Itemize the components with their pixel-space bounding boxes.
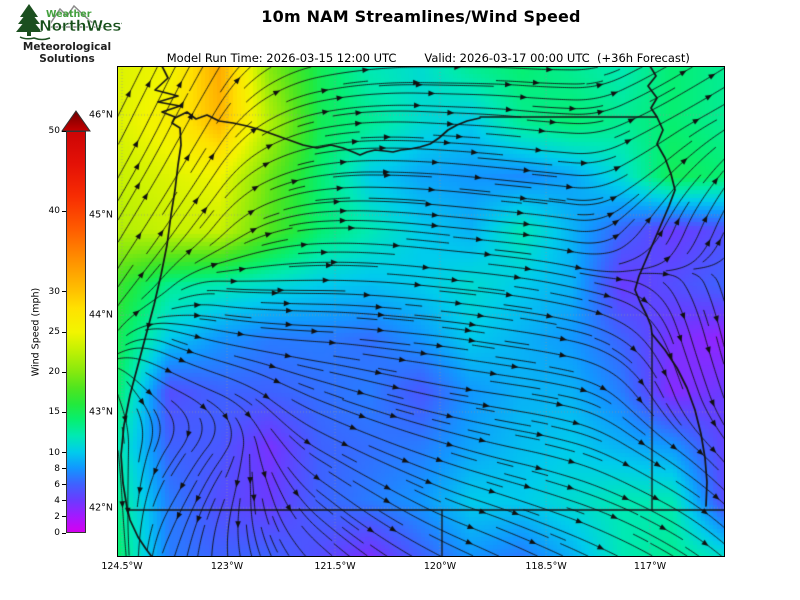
- subtitle: Model Run Time: 2026-03-15 12:00 UTC Vali…: [117, 37, 725, 79]
- model-run-time: Model Run Time: 2026-03-15 12:00 UTC: [166, 51, 397, 65]
- colorbar-tick-label: 50: [48, 126, 60, 136]
- lat-tick-label: 46°N: [89, 109, 113, 121]
- lat-tick-label: 43°N: [89, 406, 113, 418]
- colorbar-tick-label: 20: [48, 367, 60, 378]
- lon-tick-label: 117°W: [633, 561, 667, 572]
- colorbar-label: Wind Speed (mph): [30, 287, 42, 377]
- logo-weather-text: Weather: [46, 9, 92, 20]
- colorbar-tick-mark: [62, 291, 66, 293]
- lon-tick-label: 124.5°W: [101, 561, 143, 572]
- colorbar-tick-mark: [62, 371, 66, 373]
- logo-northwest-text: NorthWest: [39, 17, 122, 35]
- lon-tick-label: 123°W: [210, 561, 244, 572]
- colorbar-tick-label: 40: [48, 206, 60, 217]
- colorbar-tick-mark: [62, 516, 66, 518]
- colorbar-tick-label: 30: [48, 286, 60, 297]
- lon-tick-label: 121.5°W: [314, 561, 356, 572]
- colorbar-tick-mark: [62, 532, 66, 534]
- colorbar-tick-label: 8: [54, 463, 60, 474]
- colorbar-tick-label: 0: [54, 528, 60, 538]
- page-title: 10m NAM Streamlines/Wind Speed: [261, 7, 581, 26]
- colorbar-tick-mark: [62, 484, 66, 486]
- colorbar-tick-mark: [62, 500, 66, 502]
- colorbar-tick-mark: [62, 468, 66, 470]
- lon-tick-label: 120°W: [423, 561, 457, 572]
- map-panel: [117, 66, 725, 557]
- colorbar-tick-label: 15: [48, 407, 60, 418]
- colorbar-tick-mark: [62, 130, 66, 132]
- colorbar: [66, 131, 86, 533]
- logo-subtitle-line2: Solutions: [39, 52, 95, 65]
- colorbar-tick-mark: [62, 452, 66, 454]
- valid-time: Valid: 2026-03-17 00:00 UTC (+36h Foreca…: [424, 51, 690, 65]
- lat-tick-label: 45°N: [89, 209, 113, 221]
- colorbar-tick-label: 10: [48, 447, 60, 458]
- colorbar-tick-label: 25: [48, 327, 60, 337]
- logo-graphic: Weather NorthWest: [16, 4, 130, 41]
- colorbar-extend-arrow: [61, 110, 91, 132]
- colorbar-tick-label: 4: [54, 495, 60, 506]
- colorbar-tick-label: 6: [54, 479, 60, 490]
- streamline-map-canvas: [117, 66, 725, 557]
- mountain-icon: [46, 4, 103, 28]
- logo: Weather NorthWest: [12, 2, 130, 46]
- logo-subtitle: Meteorological Solutions: [12, 41, 122, 65]
- colorbar-tick-mark: [62, 411, 66, 413]
- colorbar-tick-mark: [62, 331, 66, 333]
- lon-tick-label: 118.5°W: [525, 561, 567, 572]
- ground-squiggle: [19, 36, 51, 41]
- lat-tick-label: 44°N: [89, 309, 113, 321]
- lat-tick-label: 42°N: [89, 502, 113, 514]
- colorbar-tick-label: 2: [54, 511, 60, 522]
- colorbar-tick-mark: [62, 210, 66, 212]
- logo-subtitle-line1: Meteorological: [22, 41, 112, 53]
